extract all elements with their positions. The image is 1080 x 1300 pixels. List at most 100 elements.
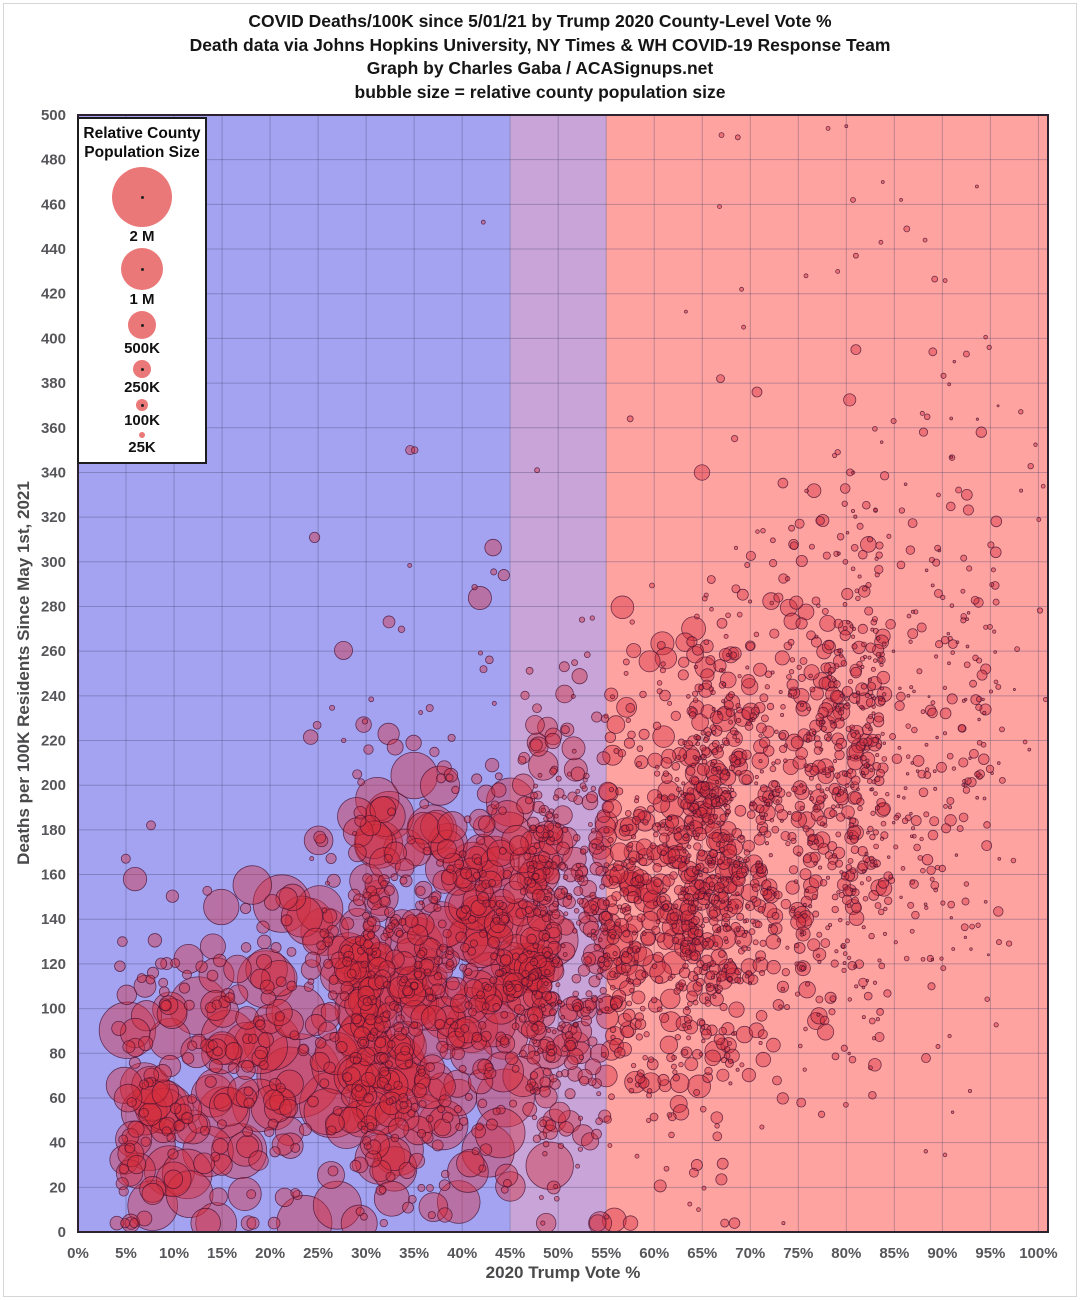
county-bubble — [671, 936, 680, 945]
county-bubble — [955, 640, 960, 644]
county-bubble — [674, 1034, 681, 1041]
county-bubble — [874, 634, 889, 650]
county-bubble — [526, 933, 537, 945]
county-bubble — [803, 1026, 808, 1032]
county-bubble — [804, 981, 811, 987]
county-bubble — [212, 1046, 223, 1057]
county-bubble — [726, 839, 744, 856]
county-bubble — [864, 851, 869, 856]
county-bubble — [863, 991, 873, 1001]
county-bubble — [816, 795, 825, 804]
county-bubble — [527, 949, 533, 955]
county-bubble — [874, 572, 880, 578]
county-bubble — [871, 704, 876, 709]
county-bubble — [678, 656, 690, 668]
county-bubble — [856, 700, 860, 705]
county-bubble — [954, 853, 959, 857]
county-bubble — [128, 1056, 141, 1069]
county-bubble — [864, 693, 870, 698]
county-bubble — [975, 426, 987, 438]
county-bubble — [712, 994, 717, 999]
county-bubble — [397, 625, 406, 633]
county-bubble — [334, 640, 353, 660]
county-bubble — [671, 922, 678, 929]
county-bubble — [716, 927, 722, 932]
county-bubble — [460, 1024, 470, 1033]
county-bubble — [950, 1110, 955, 1114]
county-bubble — [797, 673, 806, 682]
county-bubble — [910, 761, 915, 765]
county-bubble — [928, 347, 938, 357]
county-bubble — [328, 974, 339, 985]
county-bubble — [449, 1032, 493, 1075]
county-bubble — [523, 1006, 545, 1028]
county-bubble — [847, 997, 853, 1002]
county-bubble — [842, 602, 848, 607]
county-bubble — [699, 744, 707, 752]
county-bubble — [762, 797, 767, 802]
county-bubble — [760, 714, 769, 723]
county-bubble — [802, 902, 807, 907]
county-bubble — [635, 760, 643, 768]
county-bubble — [745, 665, 750, 670]
county-bubble — [582, 777, 588, 783]
county-bubble — [711, 730, 717, 735]
county-bubble — [688, 922, 696, 929]
county-bubble — [414, 970, 423, 979]
county-bubble — [205, 1001, 217, 1014]
county-bubble — [847, 857, 854, 864]
county-bubble — [758, 1040, 763, 1046]
county-bubble — [903, 225, 911, 233]
county-bubble — [309, 856, 315, 862]
county-bubble — [165, 1170, 214, 1218]
county-bubble — [942, 1152, 948, 1158]
county-bubble — [789, 541, 799, 551]
county-bubble — [390, 1133, 400, 1143]
county-bubble — [864, 606, 874, 616]
county-bubble — [839, 693, 844, 698]
county-bubble — [947, 382, 952, 387]
county-bubble — [741, 945, 748, 952]
county-bubble — [406, 835, 416, 845]
county-bubble — [676, 843, 684, 851]
county-bubble — [553, 1195, 560, 1202]
county-bubble — [669, 871, 678, 880]
county-bubble — [340, 981, 354, 995]
county-bubble — [849, 791, 863, 805]
county-bubble — [511, 1064, 520, 1073]
county-bubble — [111, 1020, 127, 1036]
county-bubble — [728, 719, 734, 725]
county-bubble — [585, 990, 593, 998]
county-bubble — [351, 1156, 369, 1174]
county-bubble — [410, 1004, 437, 1031]
county-bubble — [290, 1142, 301, 1153]
county-bubble — [866, 831, 870, 835]
county-bubble — [795, 554, 808, 568]
county-bubble — [681, 781, 686, 786]
county-bubble — [666, 1112, 673, 1118]
county-bubble — [572, 928, 578, 934]
county-bubble — [818, 676, 832, 690]
county-bubble — [751, 883, 761, 892]
county-bubble — [759, 693, 769, 703]
county-bubble — [889, 733, 897, 740]
county-bubble — [960, 588, 966, 594]
county-bubble — [719, 671, 737, 689]
county-bubble — [653, 878, 662, 888]
county-bubble — [929, 876, 935, 882]
county-bubble — [754, 774, 759, 780]
county-bubble — [598, 961, 605, 968]
county-bubble — [639, 1005, 646, 1012]
county-bubble — [268, 1078, 282, 1091]
county-bubble — [263, 1126, 275, 1138]
county-bubble — [171, 1118, 197, 1144]
county-bubble — [842, 558, 849, 565]
county-bubble — [732, 734, 738, 740]
county-bubble — [560, 725, 570, 735]
county-bubble — [634, 1153, 640, 1159]
county-bubble — [680, 919, 693, 932]
county-bubble — [782, 758, 799, 776]
county-bubble — [783, 758, 788, 763]
county-bubble — [960, 617, 967, 624]
county-bubble — [627, 842, 634, 848]
